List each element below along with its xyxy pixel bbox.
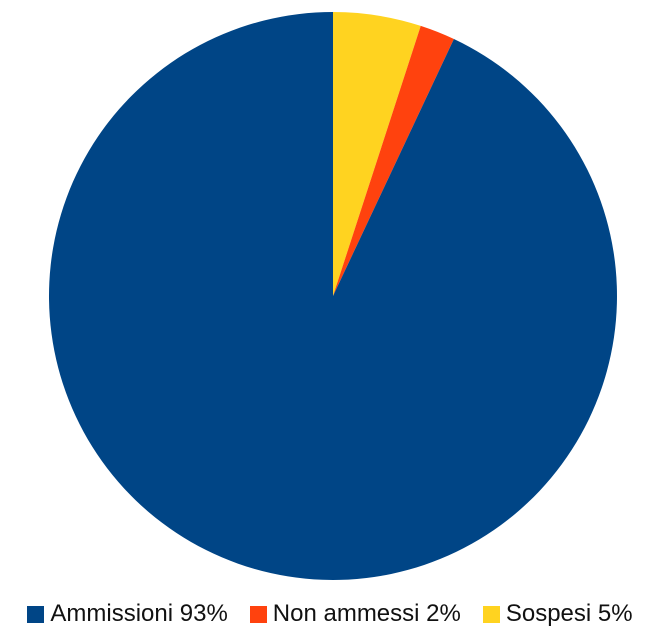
legend-swatch-non-ammessi	[249, 605, 267, 623]
pie-slice-sospesi	[333, 12, 421, 296]
chart-legend: Ammissioni 93% Non ammessi 2% Sospesi 5%	[0, 598, 660, 630]
legend-item-sospesi: Sospesi 5%	[482, 600, 633, 628]
legend-item-ammissioni: Ammissioni 93%	[27, 600, 228, 628]
legend-label-sospesi: Sospesi 5%	[505, 600, 633, 627]
legend-item-non-ammessi: Non ammessi 2%	[249, 600, 461, 628]
legend-label-ammissioni: Ammissioni 93%	[50, 600, 228, 627]
legend-label-non-ammessi: Non ammessi 2%	[272, 600, 461, 627]
pie-slice-ammissioni	[48, 12, 617, 580]
pie-chart	[48, 12, 617, 580]
pie-slice-non-ammessi	[333, 25, 454, 297]
legend-swatch-sospesi	[482, 605, 500, 623]
legend-swatch-ammissioni	[27, 605, 45, 623]
